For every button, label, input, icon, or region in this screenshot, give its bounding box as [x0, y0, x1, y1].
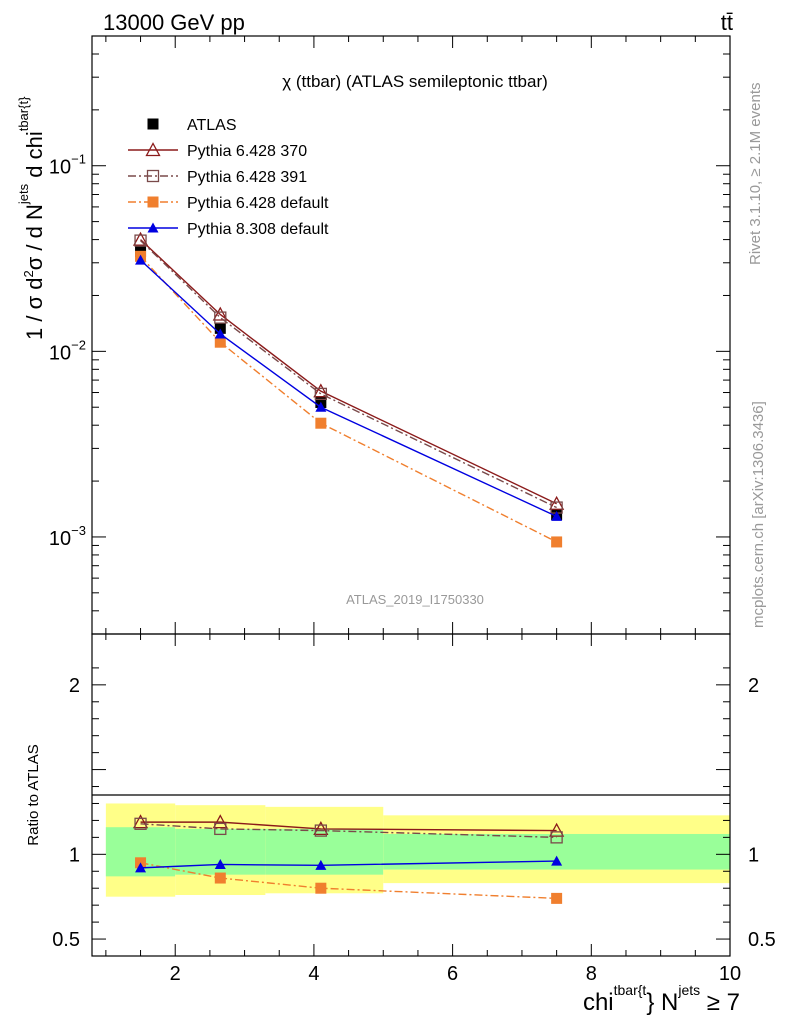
rivet-label: Rivet 3.1.10, ≥ 2.1M events [747, 83, 764, 266]
ratio-point-pythia-6-428-370 [132, 814, 149, 829]
data-point-pythia-8-308-default [551, 510, 563, 521]
data-point-pythia-6-428-370 [549, 495, 565, 510]
y-tick-label: 10−3 [49, 523, 86, 550]
legend-marker-pythia-6-428-default [147, 196, 159, 208]
y-tick-label: 10−2 [49, 337, 86, 364]
legend-label-pythia-6-428-391: Pythia 6.428 391 [187, 169, 307, 186]
ratio-frame [91, 633, 731, 957]
legend-marker-pythia-8-308-default [147, 222, 159, 233]
x-tick-label: 6 [447, 963, 458, 985]
chart-title: χ (ttbar) (ATLAS semileptonic ttbar) [282, 72, 548, 91]
main-axis-ticks: 10−1 10−2 10−3 [49, 35, 731, 635]
ratio-uncertainty-bands [105, 803, 730, 897]
ratio-y-axis-label: Ratio to ATLAS [25, 744, 42, 845]
ratio-plot-area [132, 814, 565, 904]
ratio-point-pythia-8-308-default [214, 858, 226, 869]
ratio-y-tick-label: 2 [69, 675, 80, 697]
data-point-pythia-6-428-391 [214, 311, 227, 324]
main-plot-area [132, 231, 565, 548]
series-line-pythia-6-428-370 [140, 239, 557, 505]
ratio-panel: 2 4 6 8 10 0.5 0.5 1 1 2 2 Ratio to ATLAS chitbar{… [25, 633, 776, 1016]
ratio-y-tick-label-right: 0.5 [748, 929, 776, 951]
energy-label: 13000 GeV pp [103, 10, 245, 35]
ratio-point-pythia-6-428-391 [314, 824, 327, 837]
svg-text:1 / σ d2σ / d Njets d chitbar{: 1 / σ d2σ / d Njets d chitbar{t} [16, 96, 47, 340]
data-point-pythia-6-428-default [551, 536, 563, 548]
mcplots-label: mcplots.cern.ch [arXiv:1306.3436] [750, 401, 767, 628]
ratio-point-pythia-6-428-370 [212, 814, 228, 829]
legend-marker-pythia-6-428-370 [145, 142, 161, 157]
ratio-point-pythia-6-428-default [214, 872, 226, 884]
ratio-point-pythia-6-428-391 [550, 831, 563, 844]
x-tick-label: 4 [308, 963, 319, 985]
ratio-line-pythia-6-428-370 [140, 821, 557, 832]
data-point-pythia-6-428-default [315, 417, 327, 429]
data-point-atlas [214, 322, 226, 334]
ratio-point-pythia-8-308-default [135, 862, 147, 873]
main-y-axis-label: 1 / σ d2σ / d Njets d chitbar{t} [16, 96, 47, 340]
main-panel: 10−1 10−2 10−3 χ (ttbar) (ATLAS semilepton… [16, 35, 731, 635]
data-point-pythia-6-428-370 [313, 383, 329, 398]
process-label: tt̄ [721, 10, 733, 35]
data-point-pythia-8-308-default [214, 328, 226, 339]
legend-marker-atlas [147, 118, 159, 130]
ratio-y-tick-label-right: 2 [748, 675, 759, 697]
analysis-id: ATLAS_2019_I1750330 [346, 592, 484, 607]
legend-label-atlas: ATLAS [187, 117, 237, 134]
x-tick-label: 2 [170, 963, 181, 985]
legend-label-pythia-8-308-default: Pythia 8.308 default [187, 221, 329, 238]
ratio-line-pythia-8-308-default [140, 860, 557, 869]
ratio-point-pythia-6-428-default [315, 882, 327, 894]
data-point-pythia-8-308-default [315, 401, 327, 412]
data-point-pythia-6-428-391 [314, 387, 327, 401]
ratio-axis-ticks: 2 4 6 8 10 0.5 0.5 1 1 2 2 [52, 634, 776, 985]
legend-label-pythia-6-428-default: Pythia 6.428 default [187, 195, 329, 212]
series-line-pythia-8-308-default [140, 259, 557, 518]
ratio-y-tick-label: 0.5 [52, 929, 80, 951]
y-tick-label: 10−1 [49, 152, 86, 179]
ratio-point-pythia-6-428-391 [214, 822, 227, 836]
data-point-pythia-6-428-391 [134, 234, 147, 247]
series-line-pythia-6-428-391 [140, 240, 557, 509]
ratio-point-pythia-6-428-391 [134, 817, 147, 830]
data-point-pythia-6-428-default [214, 336, 226, 348]
legend-label-pythia-6-428-370: Pythia 6.428 370 [187, 143, 307, 160]
ratio-point-pythia-6-428-370 [313, 821, 329, 836]
series-line-pythia-6-428-default [140, 255, 557, 543]
data-point-pythia-6-428-370 [212, 306, 228, 321]
ratio-point-pythia-6-428-370 [549, 822, 565, 837]
data-point-pythia-8-308-default [135, 254, 147, 265]
legend-marker-pythia-6-428-391 [146, 169, 160, 183]
ratio-point-pythia-8-308-default [551, 855, 563, 866]
ratio-line-pythia-6-428-391 [140, 823, 557, 839]
x-axis-label: chitbar{t} Njets ≥ 7 [583, 982, 740, 1016]
x-tick-label: 8 [586, 963, 597, 985]
ratio-y-tick-label: 1 [69, 844, 80, 866]
ratio-point-pythia-6-428-default [551, 892, 563, 904]
data-point-pythia-6-428-370 [132, 231, 149, 246]
x-tick-label: 10 [719, 963, 741, 985]
ratio-point-pythia-8-308-default [315, 859, 327, 870]
ratio-y-tick-label-right: 1 [748, 844, 759, 866]
legend: ATLAS Pythia 6.428 370 Pythia 6.428 391 Pyt… [128, 117, 329, 238]
ratio-line-pythia-6-428-default [140, 862, 557, 900]
